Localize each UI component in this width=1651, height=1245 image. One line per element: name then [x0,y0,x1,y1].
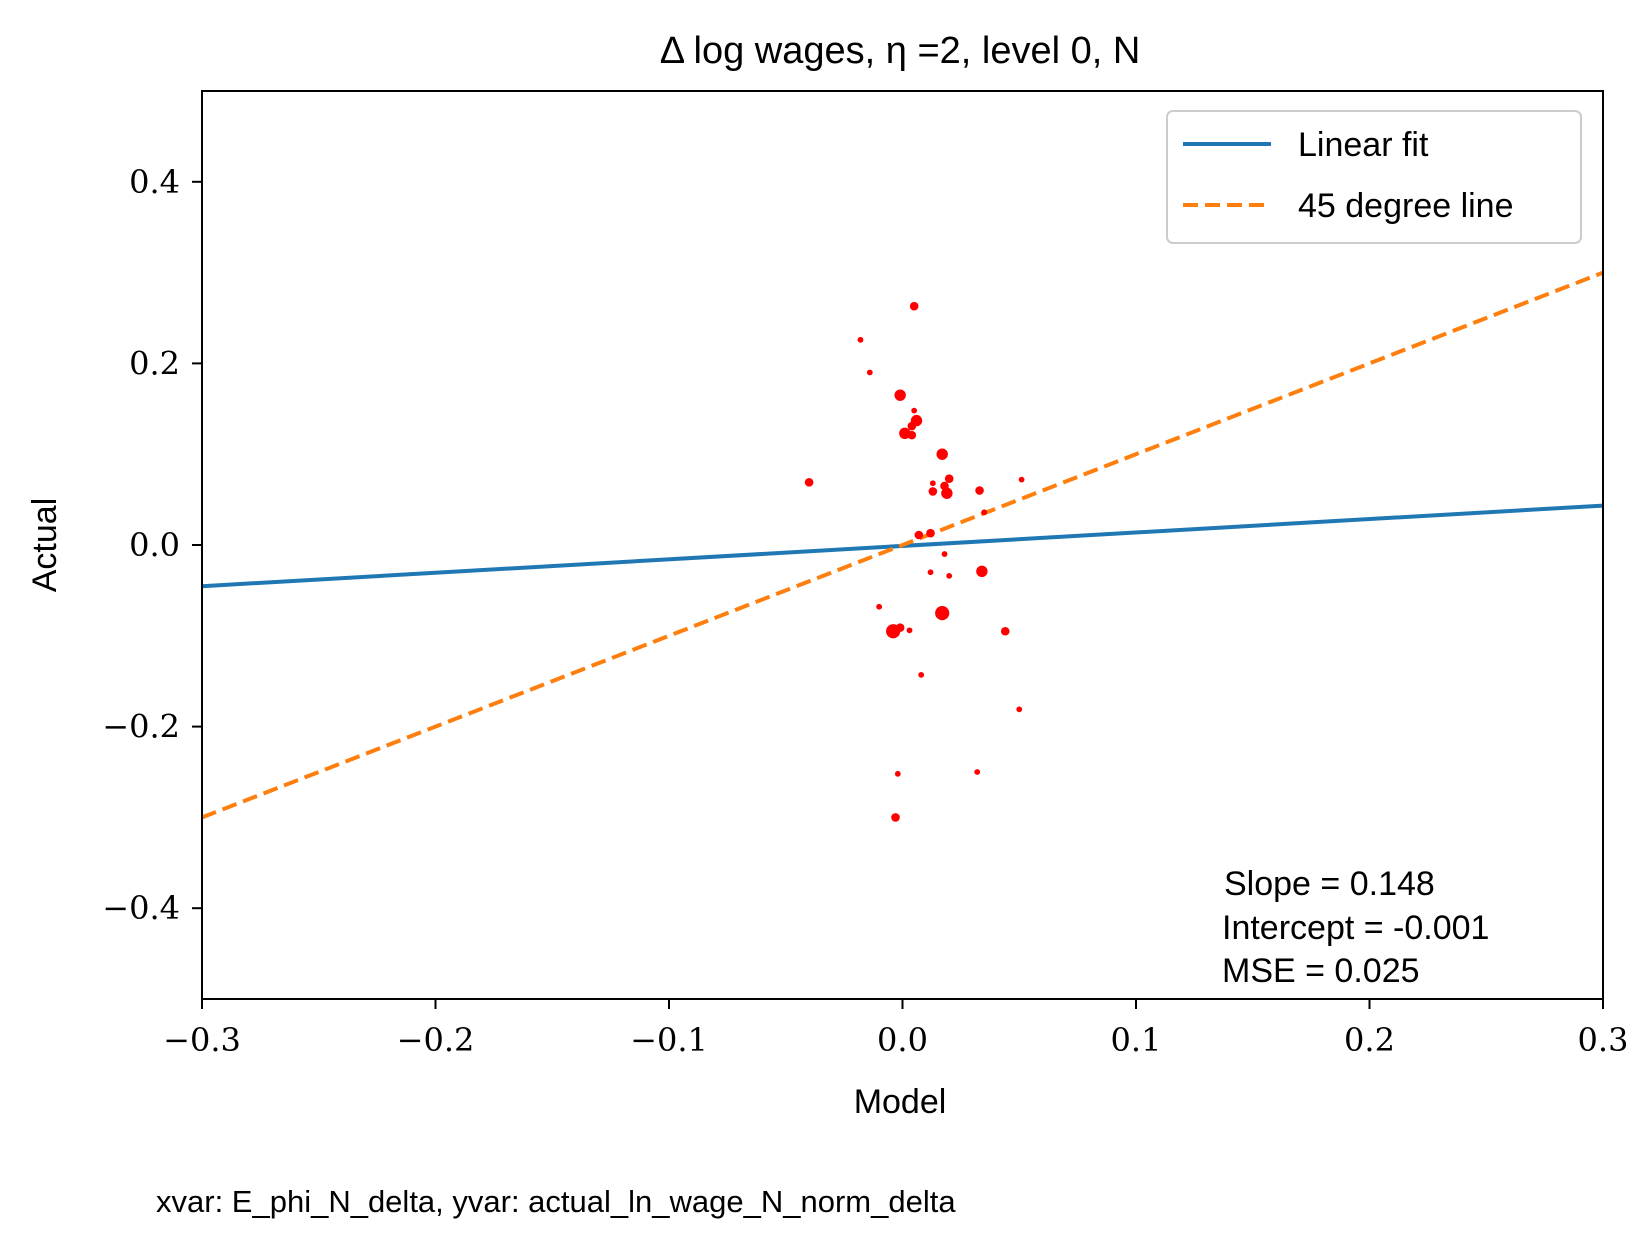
scatter-point [866,369,873,376]
scatter-point [918,671,925,678]
scatter-point [935,606,950,621]
scatter-point [1018,476,1025,483]
y-tick-label: 0.2 [129,344,180,382]
x-tick-label: 0.3 [1578,1021,1629,1059]
scatter-point [927,569,934,576]
scatter-point [926,528,935,538]
scatter-point [944,474,954,484]
mse-text: MSE = 0.025 [1222,952,1420,990]
x-tick-label: −0.1 [630,1021,708,1059]
chart-title: Δ log wages, η =2, level 0, N [660,30,1141,72]
scatter-point [804,478,814,487]
scatter-point [1000,626,1010,636]
scatter-point [876,603,883,610]
scatter-point [941,551,948,557]
stats-annotation: Slope = 0.148 Intercept = -0.001 MSE = 0… [1222,865,1489,990]
scatter-point [1016,706,1023,713]
scatter-point [914,530,924,540]
scatter-point [895,623,905,632]
scatter-point [894,389,906,401]
x-tick-label: 0.0 [877,1021,928,1059]
y-tick-label: 0.4 [129,163,180,201]
legend-45-label: 45 degree line [1298,187,1514,225]
legend: Linear fit 45 degree line [1166,110,1582,244]
scatter-point [891,813,900,822]
scatter-point [981,509,988,516]
slope-text: Slope = 0.148 [1224,865,1435,903]
scatter-point [928,487,938,496]
scatter-point [946,572,953,579]
forty-five-degree-line [202,270,1603,820]
scatter-point [909,301,919,311]
scatter-point [936,448,948,460]
scatter-point [857,336,864,343]
footer-note: xvar: E_phi_N_delta, yvar: actual_ln_wag… [156,1184,956,1219]
scatter-point [976,565,988,578]
scatter-point [894,770,901,777]
intercept-text: Intercept = -0.001 [1222,909,1489,947]
scatter-point [907,430,917,440]
x-tick-label: −0.3 [163,1021,241,1059]
scatter-point [911,407,918,414]
axis-ticks: −0.3 −0.2 −0.1 0.0 0.1 0.2 0.3 −0.4 −0.2 0.0 0.2 0.… [102,163,1628,1059]
scatter-point [974,769,981,775]
y-tick-label: −0.4 [102,889,180,927]
y-tick-label: −0.2 [102,708,180,746]
scatter-point [929,480,936,487]
x-axis-label: Model [854,1083,947,1121]
scatter-point [906,627,913,634]
scatter-point [941,487,953,499]
x-tick-label: 0.2 [1344,1021,1395,1059]
x-tick-label: −0.2 [397,1021,475,1059]
y-axis-label: Actual [26,498,64,593]
scatter-point [975,486,984,495]
scatter-point [907,421,917,431]
y-tick-label: 0.0 [129,526,180,564]
legend-fit-label: Linear fit [1298,126,1429,164]
plot-area [202,270,1603,822]
x-tick-label: 0.1 [1111,1021,1162,1059]
